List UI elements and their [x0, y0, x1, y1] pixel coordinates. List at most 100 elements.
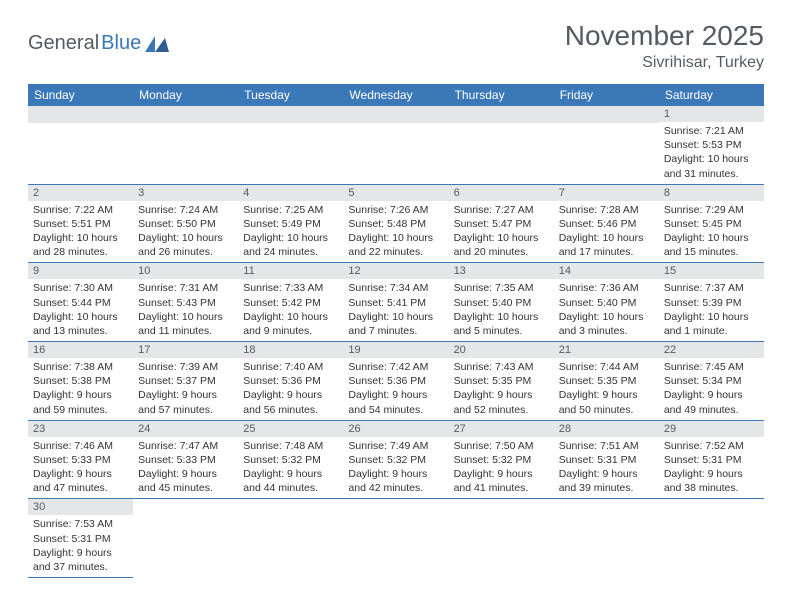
day-body: Sunrise: 7:51 AMSunset: 5:31 PMDaylight:…	[554, 437, 659, 499]
daylight-line: Daylight: 9 hours and 57 minutes.	[138, 388, 233, 416]
day-number: 29	[659, 421, 764, 437]
sunset-line: Sunset: 5:53 PM	[664, 138, 759, 152]
calendar-empty-cell	[238, 499, 343, 578]
calendar-day-cell: 26Sunrise: 7:49 AMSunset: 5:32 PMDayligh…	[343, 420, 448, 499]
calendar-empty-cell	[133, 106, 238, 184]
sunrise-line: Sunrise: 7:26 AM	[348, 203, 443, 217]
weekday-header: Tuesday	[238, 84, 343, 106]
sunset-line: Sunset: 5:41 PM	[348, 296, 443, 310]
logo-text-general: General	[28, 32, 99, 55]
daylight-line: Daylight: 10 hours and 22 minutes.	[348, 231, 443, 259]
daylight-line: Daylight: 9 hours and 59 minutes.	[33, 388, 128, 416]
day-body: Sunrise: 7:44 AMSunset: 5:35 PMDaylight:…	[554, 358, 659, 420]
day-body: Sunrise: 7:25 AMSunset: 5:49 PMDaylight:…	[238, 201, 343, 263]
calendar-week-row: 16Sunrise: 7:38 AMSunset: 5:38 PMDayligh…	[28, 342, 764, 421]
daylight-line: Daylight: 10 hours and 5 minutes.	[454, 310, 549, 338]
sunset-line: Sunset: 5:40 PM	[454, 296, 549, 310]
sunrise-line: Sunrise: 7:49 AM	[348, 439, 443, 453]
day-body: Sunrise: 7:38 AMSunset: 5:38 PMDaylight:…	[28, 358, 133, 420]
day-number: 18	[238, 342, 343, 358]
sunrise-line: Sunrise: 7:24 AM	[138, 203, 233, 217]
sunset-line: Sunset: 5:42 PM	[243, 296, 338, 310]
calendar-day-cell: 27Sunrise: 7:50 AMSunset: 5:32 PMDayligh…	[449, 420, 554, 499]
sunset-line: Sunset: 5:34 PM	[664, 374, 759, 388]
day-body: Sunrise: 7:22 AMSunset: 5:51 PMDaylight:…	[28, 201, 133, 263]
day-number: 3	[133, 185, 238, 201]
daylight-line: Daylight: 10 hours and 7 minutes.	[348, 310, 443, 338]
day-body: Sunrise: 7:28 AMSunset: 5:46 PMDaylight:…	[554, 201, 659, 263]
weekday-header: Monday	[133, 84, 238, 106]
calendar-day-cell: 28Sunrise: 7:51 AMSunset: 5:31 PMDayligh…	[554, 420, 659, 499]
month-title: November 2025	[565, 20, 764, 52]
calendar-day-cell: 3Sunrise: 7:24 AMSunset: 5:50 PMDaylight…	[133, 184, 238, 263]
day-body: Sunrise: 7:50 AMSunset: 5:32 PMDaylight:…	[449, 437, 554, 499]
daylight-line: Daylight: 9 hours and 41 minutes.	[454, 467, 549, 495]
calendar-day-cell: 29Sunrise: 7:52 AMSunset: 5:31 PMDayligh…	[659, 420, 764, 499]
logo: GeneralBlue	[28, 20, 169, 55]
sunset-line: Sunset: 5:49 PM	[243, 217, 338, 231]
sunrise-line: Sunrise: 7:29 AM	[664, 203, 759, 217]
sunset-line: Sunset: 5:32 PM	[454, 453, 549, 467]
calendar-day-cell: 10Sunrise: 7:31 AMSunset: 5:43 PMDayligh…	[133, 263, 238, 342]
calendar-day-cell: 2Sunrise: 7:22 AMSunset: 5:51 PMDaylight…	[28, 184, 133, 263]
calendar-day-cell: 12Sunrise: 7:34 AMSunset: 5:41 PMDayligh…	[343, 263, 448, 342]
daylight-line: Daylight: 10 hours and 31 minutes.	[664, 152, 759, 180]
sunset-line: Sunset: 5:31 PM	[559, 453, 654, 467]
calendar-day-cell: 8Sunrise: 7:29 AMSunset: 5:45 PMDaylight…	[659, 184, 764, 263]
day-number: 26	[343, 421, 448, 437]
sunrise-line: Sunrise: 7:45 AM	[664, 360, 759, 374]
sunrise-line: Sunrise: 7:27 AM	[454, 203, 549, 217]
day-body: Sunrise: 7:53 AMSunset: 5:31 PMDaylight:…	[28, 515, 133, 577]
day-number: 4	[238, 185, 343, 201]
sunset-line: Sunset: 5:39 PM	[664, 296, 759, 310]
day-number: 27	[449, 421, 554, 437]
logo-mark-icon	[145, 36, 169, 52]
calendar-day-cell: 21Sunrise: 7:44 AMSunset: 5:35 PMDayligh…	[554, 342, 659, 421]
daylight-line: Daylight: 10 hours and 11 minutes.	[138, 310, 233, 338]
calendar-week-row: 30Sunrise: 7:53 AMSunset: 5:31 PMDayligh…	[28, 499, 764, 578]
sunrise-line: Sunrise: 7:35 AM	[454, 281, 549, 295]
daylight-line: Daylight: 9 hours and 50 minutes.	[559, 388, 654, 416]
daylight-line: Daylight: 10 hours and 26 minutes.	[138, 231, 233, 259]
daylight-line: Daylight: 10 hours and 20 minutes.	[454, 231, 549, 259]
day-body: Sunrise: 7:45 AMSunset: 5:34 PMDaylight:…	[659, 358, 764, 420]
day-body: Sunrise: 7:33 AMSunset: 5:42 PMDaylight:…	[238, 279, 343, 341]
calendar-day-cell: 6Sunrise: 7:27 AMSunset: 5:47 PMDaylight…	[449, 184, 554, 263]
sunrise-line: Sunrise: 7:46 AM	[33, 439, 128, 453]
day-number: 1	[659, 106, 764, 122]
calendar-day-cell: 18Sunrise: 7:40 AMSunset: 5:36 PMDayligh…	[238, 342, 343, 421]
sunset-line: Sunset: 5:35 PM	[559, 374, 654, 388]
sunrise-line: Sunrise: 7:30 AM	[33, 281, 128, 295]
day-body: Sunrise: 7:40 AMSunset: 5:36 PMDaylight:…	[238, 358, 343, 420]
day-number: 19	[343, 342, 448, 358]
sunset-line: Sunset: 5:51 PM	[33, 217, 128, 231]
day-body: Sunrise: 7:27 AMSunset: 5:47 PMDaylight:…	[449, 201, 554, 263]
empty-daynum	[133, 106, 238, 123]
sunset-line: Sunset: 5:36 PM	[348, 374, 443, 388]
daylight-line: Daylight: 9 hours and 47 minutes.	[33, 467, 128, 495]
day-number: 24	[133, 421, 238, 437]
sunrise-line: Sunrise: 7:42 AM	[348, 360, 443, 374]
daylight-line: Daylight: 10 hours and 15 minutes.	[664, 231, 759, 259]
weekday-header-row: SundayMondayTuesdayWednesdayThursdayFrid…	[28, 84, 764, 106]
sunset-line: Sunset: 5:37 PM	[138, 374, 233, 388]
calendar-empty-cell	[343, 499, 448, 578]
day-body: Sunrise: 7:35 AMSunset: 5:40 PMDaylight:…	[449, 279, 554, 341]
day-body: Sunrise: 7:49 AMSunset: 5:32 PMDaylight:…	[343, 437, 448, 499]
sunset-line: Sunset: 5:45 PM	[664, 217, 759, 231]
daylight-line: Daylight: 9 hours and 42 minutes.	[348, 467, 443, 495]
daylight-line: Daylight: 9 hours and 52 minutes.	[454, 388, 549, 416]
sunset-line: Sunset: 5:40 PM	[559, 296, 654, 310]
sunrise-line: Sunrise: 7:52 AM	[664, 439, 759, 453]
weekday-header: Sunday	[28, 84, 133, 106]
day-body: Sunrise: 7:48 AMSunset: 5:32 PMDaylight:…	[238, 437, 343, 499]
sunset-line: Sunset: 5:38 PM	[33, 374, 128, 388]
empty-daynum	[554, 106, 659, 123]
empty-daynum	[28, 106, 133, 123]
sunset-line: Sunset: 5:44 PM	[33, 296, 128, 310]
calendar-day-cell: 25Sunrise: 7:48 AMSunset: 5:32 PMDayligh…	[238, 420, 343, 499]
day-number: 30	[28, 499, 133, 515]
sunset-line: Sunset: 5:32 PM	[243, 453, 338, 467]
sunrise-line: Sunrise: 7:28 AM	[559, 203, 654, 217]
calendar-body: 1Sunrise: 7:21 AMSunset: 5:53 PMDaylight…	[28, 106, 764, 578]
